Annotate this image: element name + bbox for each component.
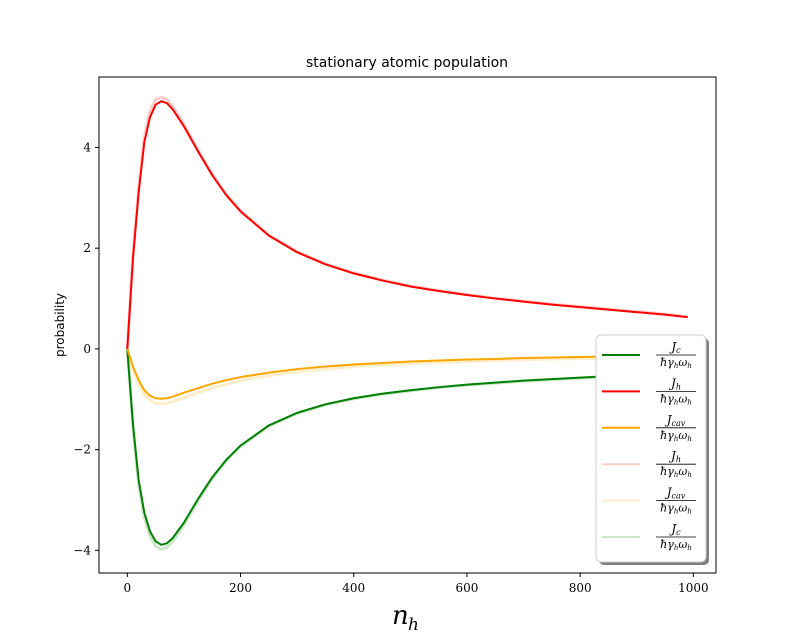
y-tick-label: 0	[83, 342, 91, 356]
legend-numerator: Jcav	[664, 486, 686, 501]
legend-numerator: Jcav	[664, 413, 686, 428]
legend: JcħγhωhJhħγhωhJcavħγhωhJhħγhωhJcavħγhωhJ…	[595, 334, 709, 565]
series-line-3	[126, 348, 688, 400]
x-tick-label: 0	[123, 581, 131, 595]
y-tick-label: 4	[83, 140, 91, 154]
legend-denominator: ħγhωh	[660, 392, 692, 406]
series-line-1	[126, 348, 688, 546]
series-line-2	[126, 100, 688, 349]
x-tick-label: 800	[569, 581, 592, 595]
legend-denominator: ħγhωh	[660, 538, 692, 552]
x-tick-label: 1000	[678, 581, 709, 595]
y-tick-label: −4	[73, 543, 91, 557]
plot-frame	[98, 76, 717, 574]
x-tick-label: 400	[342, 581, 365, 595]
y-axis-ticks: −4 −2 0 2 4	[73, 140, 99, 557]
x-tick-label: 600	[455, 581, 478, 595]
chart-title: stationary atomic population	[306, 55, 508, 71]
legend-denominator: ħγhωh	[660, 356, 692, 370]
legend-numerator: Jh	[668, 376, 681, 391]
legend-numerator: Jc	[668, 522, 681, 537]
series-line-5	[125, 348, 688, 406]
legend-denominator: ħγhωh	[660, 465, 692, 479]
svg-text:h: h	[408, 615, 419, 635]
legend-numerator: Jh	[668, 449, 681, 464]
series-layer	[125, 95, 688, 551]
y-axis-label: probability	[53, 293, 67, 357]
svg-text:n: n	[392, 601, 409, 631]
legend-denominator: ħγhωh	[660, 502, 692, 516]
x-tick-label: 200	[229, 581, 252, 595]
legend-numerator: Jc	[668, 340, 681, 355]
x-axis-ticks: 0 200 400 600 800 1000	[123, 573, 709, 595]
y-tick-label: −2	[73, 443, 91, 457]
legend-denominator: ħγhωh	[660, 429, 692, 443]
y-tick-label: 2	[83, 241, 91, 255]
x-axis-label: n h	[392, 601, 419, 635]
